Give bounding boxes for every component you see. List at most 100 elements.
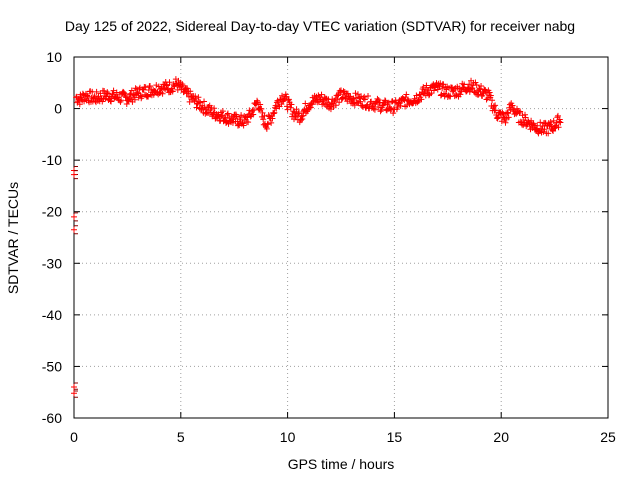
data-point bbox=[486, 89, 493, 96]
data-point bbox=[493, 114, 500, 121]
tick-layer: 10 0 -10 -20 -30 -40 -50 -60 0 5 10 15 20 25 bbox=[42, 49, 616, 445]
data-point bbox=[257, 101, 264, 108]
data-point bbox=[109, 90, 116, 97]
data-point bbox=[138, 93, 145, 100]
data-point bbox=[269, 115, 276, 122]
data-point bbox=[440, 81, 447, 88]
error-bar bbox=[74, 382, 78, 392]
data-point bbox=[278, 101, 285, 108]
x-tick-label: 15 bbox=[387, 429, 403, 445]
y-tick-label: 0 bbox=[54, 101, 62, 117]
data-point bbox=[187, 88, 194, 95]
data-point bbox=[478, 83, 485, 90]
data-point bbox=[520, 122, 527, 129]
data-point bbox=[354, 91, 361, 98]
data-point bbox=[223, 119, 230, 126]
data-point bbox=[84, 93, 91, 100]
data-point bbox=[361, 96, 368, 103]
data-point bbox=[137, 92, 144, 99]
error-bar bbox=[74, 212, 78, 222]
y-tick-label: -10 bbox=[42, 152, 62, 168]
data-point bbox=[342, 94, 349, 101]
data-point bbox=[504, 109, 511, 116]
data-point bbox=[332, 102, 339, 109]
y-tick-label: -60 bbox=[42, 410, 62, 426]
data-point bbox=[193, 104, 200, 111]
data-points bbox=[73, 76, 564, 137]
data-point bbox=[287, 104, 294, 111]
data-point bbox=[550, 117, 557, 124]
data-point bbox=[216, 113, 223, 120]
data-point bbox=[397, 102, 404, 109]
data-point bbox=[169, 88, 176, 95]
data-point bbox=[128, 87, 135, 94]
data-point bbox=[466, 81, 473, 88]
data-point bbox=[469, 85, 476, 92]
data-point bbox=[522, 111, 529, 118]
data-point bbox=[364, 101, 371, 108]
data-point bbox=[265, 120, 272, 127]
data-point bbox=[144, 93, 151, 100]
plot-frame bbox=[73, 56, 609, 419]
chart-title: Day 125 of 2022, Sidereal Day-to-day VTE… bbox=[64, 18, 576, 34]
data-point bbox=[264, 121, 271, 128]
data-point bbox=[229, 119, 236, 126]
data-point bbox=[350, 95, 357, 102]
data-point bbox=[423, 82, 430, 89]
data-point bbox=[340, 88, 347, 95]
data-point bbox=[268, 119, 275, 126]
data-point bbox=[516, 109, 523, 116]
data-point bbox=[385, 99, 392, 106]
y-axis-label: SDTVAR / TECUs bbox=[5, 181, 21, 295]
data-point bbox=[260, 116, 267, 123]
error-bar bbox=[74, 225, 78, 235]
data-point bbox=[118, 97, 125, 104]
data-point bbox=[541, 126, 548, 133]
data-point bbox=[126, 91, 133, 98]
data-point bbox=[517, 118, 524, 125]
data-point bbox=[84, 92, 91, 99]
data-point bbox=[338, 87, 344, 94]
data-point bbox=[397, 99, 404, 106]
data-point bbox=[428, 90, 435, 97]
x-tick-label: 20 bbox=[493, 429, 509, 445]
error-bar bbox=[74, 170, 78, 180]
data-point bbox=[283, 103, 290, 110]
data-point bbox=[505, 110, 512, 117]
data-point bbox=[288, 101, 295, 108]
data-point bbox=[89, 98, 96, 105]
data-point bbox=[153, 82, 160, 89]
data-point bbox=[352, 90, 359, 97]
data-point bbox=[296, 110, 303, 117]
data-point bbox=[556, 116, 563, 123]
data-point bbox=[163, 81, 170, 88]
data-point bbox=[97, 90, 104, 97]
data-point bbox=[377, 108, 384, 115]
data-point bbox=[284, 106, 291, 113]
data-point bbox=[359, 104, 366, 111]
y-tick-label: 10 bbox=[46, 49, 62, 65]
data-point bbox=[271, 109, 278, 116]
data-point bbox=[285, 96, 292, 103]
data-point bbox=[283, 93, 290, 100]
data-point bbox=[194, 100, 201, 107]
data-point bbox=[211, 105, 218, 112]
data-point bbox=[502, 119, 509, 126]
data-point bbox=[122, 93, 129, 100]
data-point bbox=[389, 98, 396, 105]
data-point bbox=[314, 99, 321, 106]
data-point bbox=[238, 112, 245, 119]
data-point bbox=[554, 112, 561, 119]
data-point bbox=[261, 112, 268, 119]
data-point bbox=[492, 107, 499, 114]
data-point bbox=[381, 97, 388, 104]
data-point bbox=[490, 103, 497, 110]
data-point bbox=[357, 98, 364, 105]
data-point bbox=[437, 92, 444, 99]
outlier-point bbox=[71, 226, 77, 233]
y-tick-label: -20 bbox=[42, 204, 62, 220]
data-point bbox=[534, 122, 541, 129]
data-point bbox=[413, 92, 420, 99]
data-point bbox=[121, 91, 128, 98]
